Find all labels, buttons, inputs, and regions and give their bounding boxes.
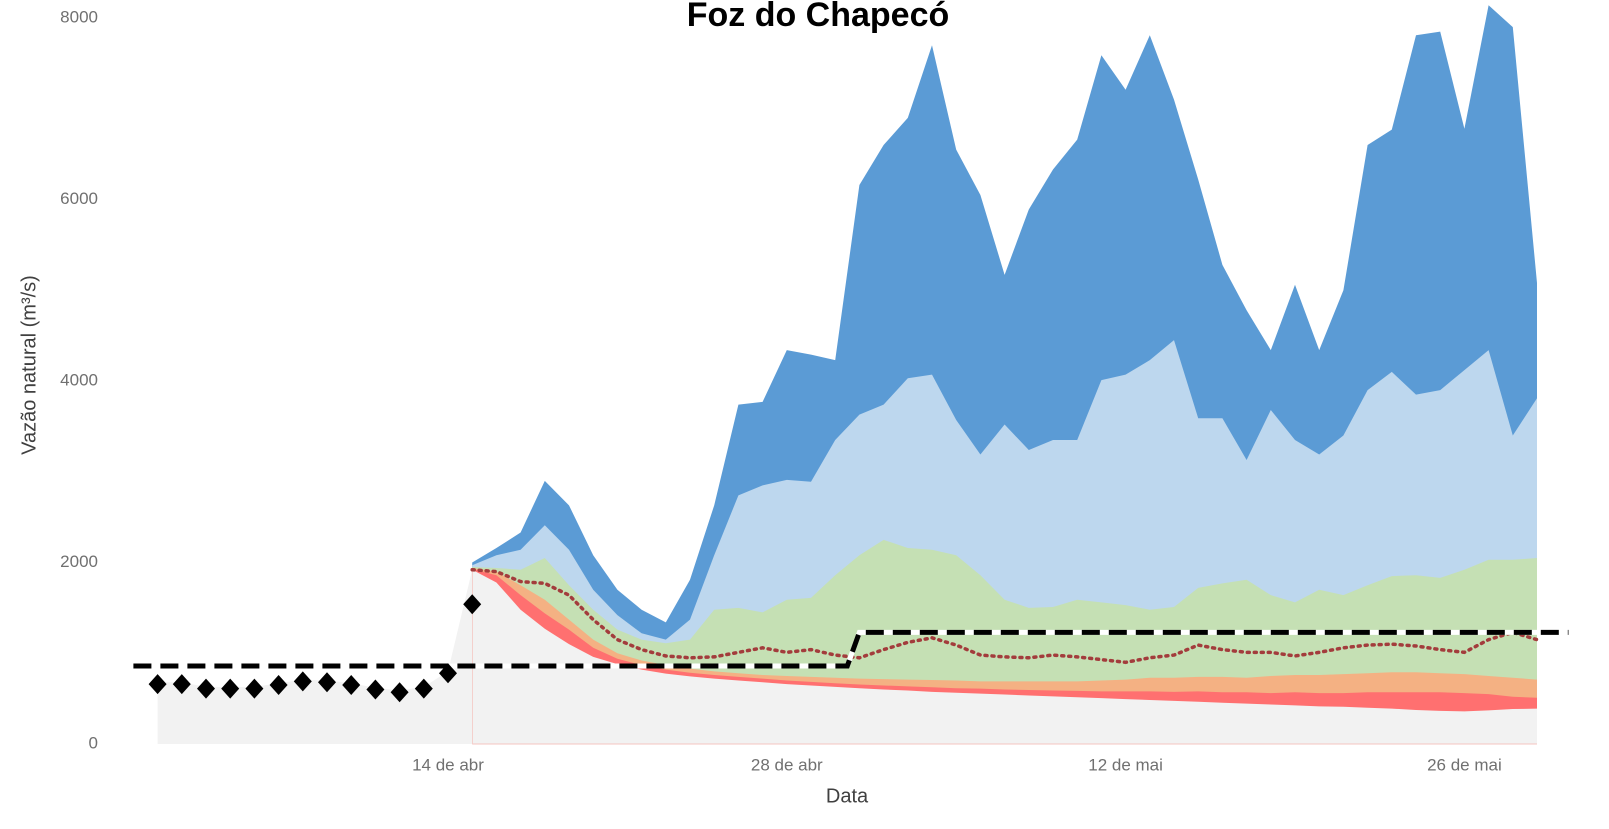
- diamond-marker: [439, 663, 457, 684]
- diamond-marker: [245, 678, 264, 699]
- line: [470, 568, 1539, 665]
- x-tick-label: 26 de mai: [1427, 755, 1502, 774]
- diamond-marker: [293, 671, 312, 692]
- x-tick-label: 28 de abr: [751, 755, 823, 774]
- plot-area: [133, 5, 1569, 745]
- diamond-marker: [414, 678, 433, 699]
- diamond-marker: [342, 675, 361, 696]
- y-tick-label: 8000: [60, 7, 98, 26]
- y-axis-title: Vazão natural (m³/s): [18, 275, 40, 455]
- area: [157, 569, 473, 744]
- diamond-marker: [148, 674, 167, 695]
- area: [472, 569, 1538, 744]
- line: [133, 629, 1569, 669]
- y-tick-label: 4000: [60, 370, 98, 389]
- diamond-marker: [197, 678, 215, 699]
- x-tick-label: 14 de abr: [412, 755, 484, 774]
- diamond-marker: [269, 675, 288, 696]
- chart-title: Foz do Chapecó: [687, 0, 950, 34]
- diamond-marker: [463, 594, 482, 615]
- diamond-marker: [318, 672, 336, 693]
- diamond-marker: [221, 678, 240, 699]
- y-tick-label: 2000: [60, 552, 98, 571]
- diamond-marker: [390, 682, 409, 703]
- y-tick-label: 0: [89, 733, 98, 752]
- diamond-marker: [172, 674, 191, 695]
- diamond-marker: [366, 679, 385, 700]
- x-axis-title: Data: [826, 785, 869, 807]
- x-tick-label: 12 de mai: [1088, 755, 1163, 774]
- y-tick-label: 6000: [60, 189, 98, 208]
